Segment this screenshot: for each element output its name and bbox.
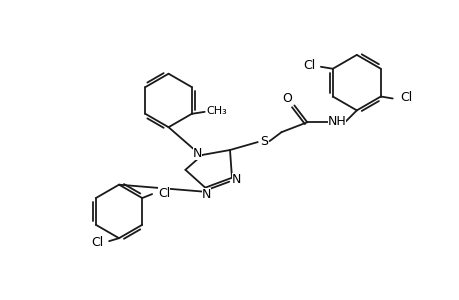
Text: N: N — [192, 148, 202, 160]
Text: Cl: Cl — [157, 187, 170, 200]
Text: O: O — [282, 92, 292, 105]
Text: NH: NH — [327, 115, 346, 128]
Text: Cl: Cl — [91, 236, 103, 249]
Text: CH₃: CH₃ — [206, 106, 226, 116]
Text: N: N — [201, 188, 210, 201]
Text: S: S — [259, 135, 267, 148]
Text: Cl: Cl — [400, 91, 412, 104]
Text: N: N — [232, 173, 241, 186]
Text: Cl: Cl — [302, 59, 314, 72]
